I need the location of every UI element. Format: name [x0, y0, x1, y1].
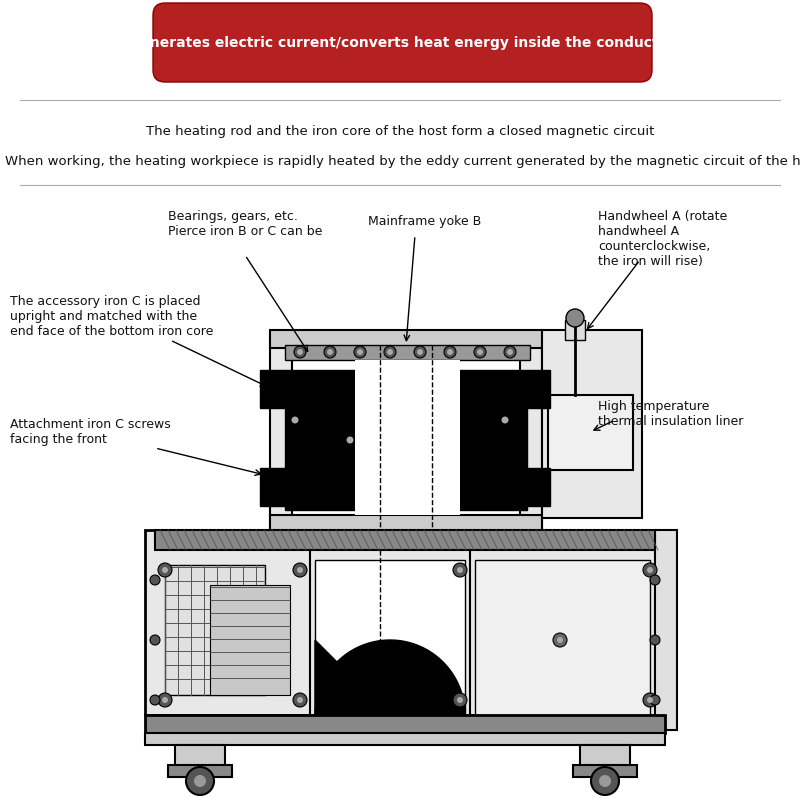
Text: Generates electric current/converts heat energy inside the conductor: Generates electric current/converts heat…	[130, 35, 675, 50]
Bar	[145, 715, 665, 733]
Circle shape	[453, 693, 467, 707]
Circle shape	[357, 349, 363, 355]
Circle shape	[650, 575, 660, 585]
Bar	[175, 745, 225, 770]
Text: High temperature
thermal insulation liner: High temperature thermal insulation line…	[598, 400, 743, 428]
Polygon shape	[315, 640, 390, 715]
Bar	[155, 530, 655, 550]
Bar	[548, 395, 633, 470]
Text: Handwheel A (rotate
handwheel A
counterclockwise,
the iron will rise): Handwheel A (rotate handwheel A counterc…	[598, 210, 727, 268]
Polygon shape	[315, 640, 465, 715]
Circle shape	[643, 563, 657, 577]
Circle shape	[158, 693, 172, 707]
Circle shape	[599, 775, 611, 787]
Circle shape	[553, 633, 567, 647]
Circle shape	[158, 563, 172, 577]
Circle shape	[453, 563, 467, 577]
Circle shape	[457, 567, 463, 573]
Circle shape	[446, 437, 454, 443]
Circle shape	[162, 567, 168, 573]
Bar	[165, 565, 265, 695]
Circle shape	[414, 346, 426, 358]
Circle shape	[384, 346, 396, 358]
Bar	[260, 370, 380, 408]
Circle shape	[343, 433, 357, 447]
Bar	[315, 560, 465, 715]
Bar	[270, 515, 542, 533]
Circle shape	[297, 567, 303, 573]
Circle shape	[346, 437, 354, 443]
Circle shape	[297, 697, 303, 703]
Circle shape	[444, 346, 456, 358]
Bar	[457, 380, 527, 510]
Circle shape	[447, 349, 453, 355]
Text: Bearings, gears, etc.
Pierce iron B or C can be: Bearings, gears, etc. Pierce iron B or C…	[168, 210, 322, 238]
Circle shape	[293, 693, 307, 707]
Circle shape	[557, 637, 563, 643]
Circle shape	[643, 693, 657, 707]
Bar	[520, 340, 542, 540]
Circle shape	[457, 697, 463, 703]
Bar	[210, 585, 290, 695]
Circle shape	[288, 413, 302, 427]
Bar	[580, 745, 630, 770]
Circle shape	[498, 413, 512, 427]
Circle shape	[477, 349, 483, 355]
FancyBboxPatch shape	[153, 3, 652, 82]
Bar	[475, 560, 650, 715]
Text: Mainframe yoke B: Mainframe yoke B	[368, 215, 482, 228]
Circle shape	[194, 775, 206, 787]
Bar	[430, 370, 550, 408]
Bar	[655, 530, 677, 730]
Circle shape	[502, 417, 509, 423]
Circle shape	[650, 695, 660, 705]
Circle shape	[294, 346, 306, 358]
Circle shape	[293, 563, 307, 577]
Circle shape	[150, 575, 160, 585]
Text: When working, the heating workpiece is rapidly heated by the eddy current genera: When working, the heating workpiece is r…	[5, 155, 800, 168]
Bar	[270, 340, 292, 540]
Text: The heating rod and the iron core of the host form a closed magnetic circuit: The heating rod and the iron core of the…	[146, 125, 654, 138]
Text: The accessory iron C is placed
upright and matched with the
end face of the bott: The accessory iron C is placed upright a…	[10, 295, 214, 338]
Circle shape	[150, 635, 160, 645]
Circle shape	[297, 349, 303, 355]
Bar	[430, 468, 550, 506]
Circle shape	[327, 349, 333, 355]
Bar	[285, 345, 530, 360]
Circle shape	[591, 767, 619, 795]
Bar	[145, 733, 665, 745]
Circle shape	[387, 349, 393, 355]
Bar	[260, 468, 380, 506]
Circle shape	[650, 635, 660, 645]
Bar	[565, 320, 585, 340]
Circle shape	[504, 346, 516, 358]
Circle shape	[324, 346, 336, 358]
Circle shape	[150, 695, 160, 705]
Circle shape	[647, 567, 653, 573]
Bar	[270, 330, 542, 348]
Circle shape	[566, 309, 584, 327]
Bar	[542, 330, 642, 518]
Circle shape	[291, 417, 298, 423]
Circle shape	[443, 433, 457, 447]
Circle shape	[474, 346, 486, 358]
Bar	[285, 380, 355, 510]
Circle shape	[507, 349, 513, 355]
Circle shape	[162, 697, 168, 703]
Circle shape	[186, 767, 214, 795]
Text: Attachment iron C screws
facing the front: Attachment iron C screws facing the fron…	[10, 418, 170, 446]
Circle shape	[647, 697, 653, 703]
Bar	[355, 360, 460, 515]
Bar	[145, 530, 665, 715]
Circle shape	[354, 346, 366, 358]
Circle shape	[417, 349, 423, 355]
Bar	[573, 765, 637, 777]
Bar	[168, 765, 232, 777]
